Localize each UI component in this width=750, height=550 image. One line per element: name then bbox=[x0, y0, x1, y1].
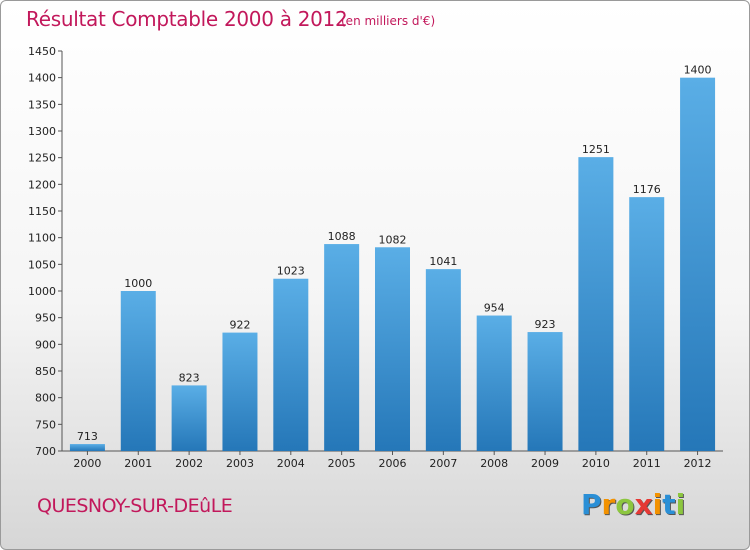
y-tick-label: 900 bbox=[35, 338, 56, 351]
y-tick-label: 800 bbox=[35, 392, 56, 405]
x-tick-label: 2009 bbox=[531, 457, 559, 470]
logo-letter: r bbox=[601, 488, 616, 521]
chart-axes: 700 750 800 850 900 950 1000 1050 1100 1150 1200 12… bbox=[28, 45, 723, 470]
y-tick-label: 700 bbox=[35, 445, 56, 458]
x-tick-label: 2011 bbox=[633, 457, 661, 470]
y-tick-label: 1450 bbox=[28, 45, 56, 58]
bar-2002 bbox=[171, 385, 207, 451]
bar-2003 bbox=[222, 332, 258, 451]
data-label-2012: 1400 bbox=[684, 64, 712, 77]
bar-2001 bbox=[120, 291, 156, 451]
data-label-2005: 1088 bbox=[328, 230, 356, 243]
bar-2004 bbox=[273, 278, 309, 451]
chart-unit: (en milliers d'€) bbox=[341, 14, 436, 28]
x-tick-label: 2006 bbox=[379, 457, 407, 470]
x-tick-label: 2000 bbox=[73, 457, 101, 470]
logo-letter: x bbox=[634, 488, 653, 521]
y-tick-label: 1050 bbox=[28, 258, 56, 271]
y-tick-label: 1000 bbox=[28, 285, 56, 298]
data-label-2006: 1082 bbox=[379, 233, 407, 246]
y-tick-label: 1350 bbox=[28, 98, 56, 111]
y-tick-label: 850 bbox=[35, 365, 56, 378]
data-label-2004: 1023 bbox=[277, 265, 305, 278]
logo-letter: P bbox=[581, 488, 602, 521]
bar-2008 bbox=[476, 315, 512, 451]
bar-2011 bbox=[629, 197, 665, 451]
y-tick-label: 750 bbox=[35, 418, 56, 431]
y-tick-label: 1300 bbox=[28, 125, 56, 138]
x-tick-label: 2002 bbox=[175, 457, 203, 470]
y-tick-label: 1400 bbox=[28, 72, 56, 85]
chart-data-labels: 713 1000 823 922 1023 1088 1082 1041 954 923 1251 1… bbox=[77, 64, 712, 443]
y-tick-label: 1200 bbox=[28, 178, 56, 191]
x-tick-label: 2003 bbox=[226, 457, 254, 470]
logo-letter: i bbox=[675, 488, 686, 521]
chart-title: Résultat Comptable 2000 à 2012 bbox=[26, 7, 348, 31]
logo-letter: t bbox=[662, 488, 676, 521]
data-label-2000: 713 bbox=[77, 430, 98, 443]
x-tick-label: 2007 bbox=[429, 457, 457, 470]
data-label-2010: 1251 bbox=[582, 143, 610, 156]
chart-bars bbox=[69, 77, 716, 452]
x-tick-label: 2010 bbox=[582, 457, 610, 470]
y-tick-label: 950 bbox=[35, 312, 56, 325]
bar-2005 bbox=[324, 244, 360, 451]
bar-2012 bbox=[680, 77, 716, 452]
bar-2009 bbox=[527, 332, 563, 451]
bar-2010 bbox=[578, 157, 614, 451]
y-tick-label: 1150 bbox=[28, 205, 56, 218]
data-label-2009: 923 bbox=[535, 318, 556, 331]
logo-letter: i bbox=[652, 488, 663, 521]
bar-2000 bbox=[69, 444, 105, 451]
x-tick-label: 2012 bbox=[684, 457, 712, 470]
data-label-2011: 1176 bbox=[633, 183, 661, 196]
x-tick-label: 2008 bbox=[480, 457, 508, 470]
x-tick-label: 2004 bbox=[277, 457, 305, 470]
data-label-2008: 954 bbox=[484, 302, 505, 315]
bar-2007 bbox=[425, 269, 461, 451]
data-label-2003: 922 bbox=[229, 319, 250, 332]
city-name: QUESNOY-SUR-DEûLE bbox=[37, 495, 233, 517]
y-tick-label: 1250 bbox=[28, 152, 56, 165]
x-tick-label: 2001 bbox=[124, 457, 152, 470]
data-label-2007: 1041 bbox=[429, 255, 457, 268]
data-label-2001: 1000 bbox=[124, 277, 152, 290]
bar-2006 bbox=[375, 247, 410, 451]
x-tick-label: 2005 bbox=[328, 457, 356, 470]
logo-letter: o bbox=[615, 488, 635, 521]
y-tick-label: 1100 bbox=[28, 232, 56, 245]
data-label-2002: 823 bbox=[179, 371, 200, 384]
